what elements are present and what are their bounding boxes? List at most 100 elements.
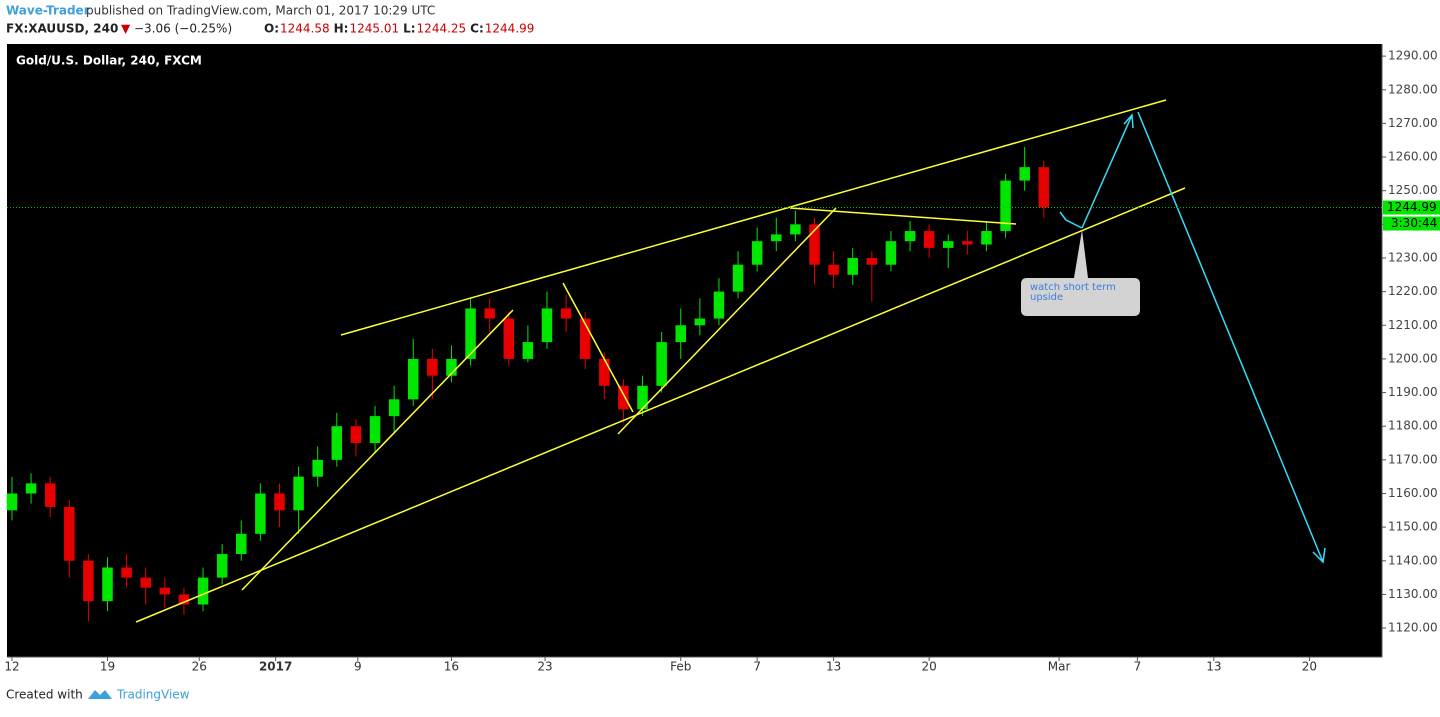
candle-body: [942, 241, 954, 248]
candle-body: [1000, 180, 1011, 232]
candle-body: [522, 342, 534, 359]
candle-body: [236, 533, 247, 555]
projection-path: [1137, 111, 1324, 563]
candle-body: [6, 493, 18, 511]
x-tick-label: 19: [100, 660, 115, 674]
arrow-head: [1123, 113, 1134, 129]
y-tick-label: 1200.00: [1388, 351, 1438, 365]
y-tick-label: 1210.00: [1388, 318, 1438, 332]
projection: [1059, 111, 1326, 564]
y-tick-label: 1260.00: [1388, 150, 1438, 164]
y-tick-label: 1290.00: [1388, 49, 1438, 63]
candle-body: [427, 358, 438, 376]
candle-body: [407, 358, 419, 400]
candle-body: [293, 476, 304, 511]
y-tick-label: 1230.00: [1388, 250, 1438, 264]
candle-body: [197, 577, 209, 605]
candle-body: [274, 493, 285, 511]
x-tick-label: 7: [753, 660, 761, 674]
symbol: FX:XAUUSD, 240: [6, 22, 118, 36]
x-tick-label: 23: [537, 660, 552, 674]
candle-body: [618, 385, 629, 410]
candle-body: [1038, 167, 1050, 208]
candle-body: [446, 358, 457, 376]
trend-line: [135, 187, 1186, 623]
x-tick-label: 26: [192, 660, 207, 674]
trend-line: [340, 99, 1167, 336]
candle-body: [331, 426, 343, 460]
candle-body: [694, 318, 706, 326]
candle-body: [255, 493, 266, 534]
candle-body: [560, 308, 572, 319]
candle-body: [675, 325, 686, 343]
ohlc-label: H:: [334, 22, 349, 36]
y-tick-label: 1180.00: [1388, 419, 1438, 433]
candle-body: [465, 308, 476, 359]
author[interactable]: Wave-Trader: [6, 4, 90, 18]
candle-body: [216, 554, 228, 578]
chart-title: Gold/U.S. Dollar, 240, FXCM: [16, 54, 202, 68]
ohlc-label: O:: [264, 22, 279, 36]
candle-body: [713, 291, 725, 319]
candle-body: [102, 567, 113, 602]
x-tick-label: Mar: [1048, 660, 1071, 674]
trend-lines: [135, 99, 1186, 623]
y-tick-label: 1130.00: [1388, 587, 1438, 601]
candle-body: [83, 560, 94, 602]
countdown-label: 3:30:44: [1391, 216, 1437, 230]
y-tick-label: 1170.00: [1388, 452, 1438, 466]
published: published on TradingView.com, March 01, …: [86, 4, 435, 18]
trend-line: [617, 207, 837, 435]
y-tick-label: 1190.00: [1388, 385, 1438, 399]
candle-body: [44, 483, 56, 507]
candle-body: [312, 459, 323, 477]
candle-body: [350, 426, 362, 444]
ohlc-label: L:: [403, 22, 415, 36]
callout-box: watch short term upside: [1030, 283, 1116, 303]
change: −3.06 (−0.25%): [134, 22, 232, 36]
y-tick-label: 1220.00: [1388, 284, 1438, 298]
ohlc-label: C:: [470, 22, 484, 36]
y-tick-label: 1160.00: [1388, 486, 1438, 500]
ohlc-value: 1245.01: [349, 22, 399, 36]
x-tick-label: 13: [1206, 660, 1221, 674]
candle-body: [847, 257, 858, 275]
change-arrow: ▼: [121, 22, 131, 36]
candle-body: [579, 318, 591, 359]
candle-body: [25, 483, 37, 494]
candle-body: [503, 318, 515, 359]
arrow-head: [1312, 547, 1326, 564]
annotation: watch short term upside: [1030, 283, 1116, 303]
candle-body: [809, 224, 820, 265]
footer-brand[interactable]: TradingView: [116, 688, 190, 702]
x-tick-label: 16: [444, 660, 459, 674]
callout: [1021, 230, 1140, 316]
trend-line: [241, 309, 514, 591]
candle-body: [140, 577, 151, 588]
candle-body: [637, 385, 648, 410]
candle-body: [904, 231, 916, 242]
trend-line: [789, 207, 1017, 225]
candle-body: [388, 399, 400, 417]
projection-path: [1059, 211, 1083, 229]
trend-line: [562, 282, 634, 413]
x-tick-label: 20: [922, 660, 937, 674]
footer-created: Created with: [6, 688, 83, 702]
candle-body: [962, 241, 973, 245]
y-tick-label: 1250.00: [1388, 183, 1438, 197]
plot-area: [7, 44, 1382, 657]
x-tick-label: Feb: [670, 660, 691, 674]
x-tick-label: 20: [1302, 660, 1317, 674]
candle-body: [732, 264, 744, 292]
x-tick-label: 7: [1134, 660, 1142, 674]
last-price-box: [1383, 200, 1440, 215]
candle-body: [369, 416, 381, 444]
y-tick-label: 1280.00: [1388, 82, 1438, 96]
candle-body: [159, 587, 171, 595]
projection-path: [1081, 114, 1133, 229]
candle-body: [923, 231, 935, 248]
candle-body: [866, 257, 878, 265]
candle-body: [64, 506, 75, 561]
countdown-box: [1383, 216, 1440, 231]
